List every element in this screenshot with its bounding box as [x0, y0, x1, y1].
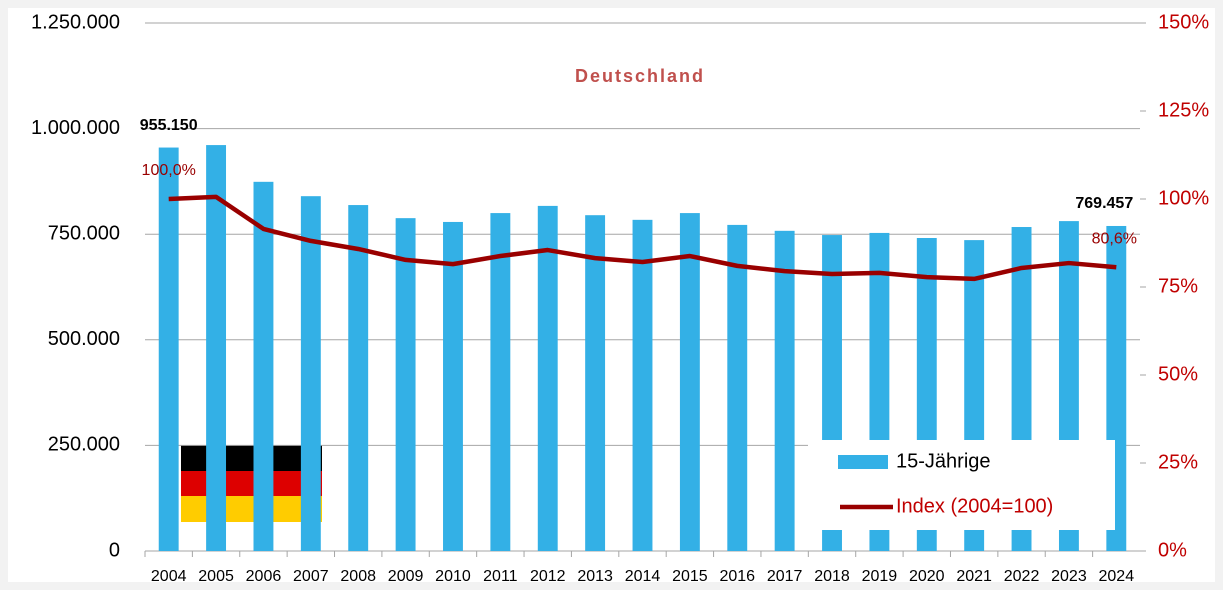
bar — [348, 205, 369, 552]
chart-title: Deutschland — [575, 66, 705, 86]
index-line — [168, 194, 1117, 282]
flag — [181, 445, 322, 522]
data-label: 100,0% — [142, 162, 196, 179]
x-tick-label: 2023 — [1051, 568, 1087, 585]
flag-stripe — [181, 496, 322, 522]
x-tick-label: 2017 — [767, 568, 803, 585]
bar — [300, 196, 321, 551]
legend-label: Index (2004=100) — [896, 495, 1053, 517]
x-tick-label: 2018 — [814, 568, 850, 585]
x-tick-label: 2014 — [625, 568, 661, 585]
y-tick-label: 1.000.000 — [31, 117, 120, 139]
legend-label: 15-Jährige — [896, 450, 991, 472]
y2-tick-label: 25% — [1158, 451, 1198, 473]
x-tick-label: 2013 — [577, 568, 613, 585]
x-tick-label: 2004 — [151, 568, 187, 585]
bar — [727, 224, 748, 551]
bar — [679, 213, 700, 551]
bar — [395, 218, 416, 551]
x-tick-label: 2009 — [388, 568, 424, 585]
flag-stripe — [181, 445, 322, 471]
x-tick-label: 2015 — [672, 568, 708, 585]
data-label: 769.457 — [1075, 195, 1133, 212]
flag-stripe — [181, 471, 322, 496]
x-tick-label: 2005 — [198, 568, 234, 585]
x-tick-label: 2008 — [340, 568, 376, 585]
bar — [632, 219, 653, 552]
bar — [158, 147, 179, 551]
bar — [585, 215, 606, 551]
bar — [774, 230, 795, 551]
x-tick-label: 2019 — [862, 568, 898, 585]
legend-swatch — [838, 455, 888, 469]
y2-tick-label: 0% — [1158, 539, 1187, 561]
y2-tick-label: 150% — [1158, 11, 1209, 33]
y-tick-label: 500.000 — [48, 328, 120, 350]
data-label: 80,6% — [1092, 231, 1137, 248]
x-tick-label: 2022 — [1004, 568, 1040, 585]
y-tick-label: 1.250.000 — [31, 11, 120, 33]
y-tick-label: 250.000 — [48, 434, 120, 456]
y-tick-label: 750.000 — [48, 222, 120, 244]
data-label: 955.150 — [140, 117, 198, 134]
bar — [537, 205, 558, 551]
bar — [490, 213, 511, 551]
bar — [443, 221, 463, 552]
legend: 15-Jährige Index (2004=100) — [808, 440, 1115, 530]
y2-tick-label: 75% — [1158, 275, 1198, 297]
x-tick-label: 2011 — [483, 568, 518, 585]
x-tick-label: 2012 — [530, 568, 566, 585]
x-tick-label: 2006 — [246, 568, 282, 585]
y2-tick-label: 125% — [1158, 99, 1209, 121]
y2-tick-label: 50% — [1158, 363, 1198, 385]
x-tick-label: 2010 — [435, 568, 471, 585]
bar — [206, 145, 227, 551]
y-tick-label: 0 — [109, 539, 120, 561]
y2-tick-label: 100% — [1158, 187, 1209, 209]
x-tick-label: 2021 — [956, 568, 992, 585]
bar — [253, 181, 274, 552]
x-tick-label: 2020 — [909, 568, 945, 585]
x-tick-label: 2016 — [719, 568, 755, 585]
x-tick-label: 2007 — [293, 568, 329, 585]
x-tick-label: 2024 — [1099, 568, 1135, 585]
